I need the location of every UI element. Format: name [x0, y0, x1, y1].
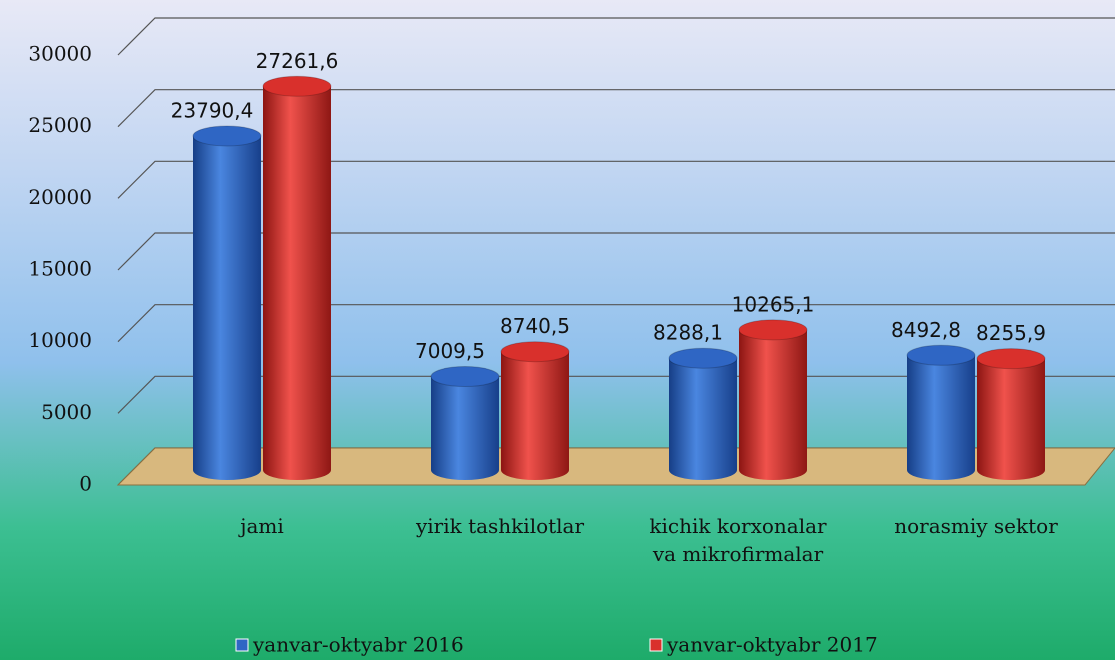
- bar-body: [263, 86, 331, 470]
- legend-swatch: [649, 638, 663, 652]
- bar: [668, 347, 738, 480]
- bar: [192, 125, 262, 480]
- bar-top: [738, 319, 808, 341]
- x-tick-label: yirik tashkilotlar: [415, 514, 585, 538]
- bar-top: [262, 75, 332, 97]
- bar: [738, 319, 808, 480]
- y-tick-label: 25000: [28, 113, 92, 137]
- y-tick-label: 5000: [41, 400, 92, 424]
- bar-top: [906, 344, 976, 366]
- legend-swatch: [235, 638, 249, 652]
- bar-top: [976, 348, 1046, 370]
- legend-label: yanvar-oktyabr 2016: [252, 633, 464, 657]
- grid-line: [117, 232, 1115, 271]
- y-tick-label: 15000: [28, 257, 92, 281]
- bar-body: [977, 358, 1045, 470]
- bar-body: [907, 355, 975, 470]
- bar-top: [192, 125, 262, 147]
- value-label: 27261,6: [256, 49, 339, 73]
- bar-body: [193, 136, 261, 470]
- value-label: 10265,1: [732, 292, 815, 316]
- bar-body: [501, 351, 569, 470]
- y-tick-label: 30000: [28, 42, 92, 66]
- bar-body: [669, 358, 737, 470]
- bar-body: [739, 329, 807, 470]
- bar: [500, 341, 570, 480]
- grid-line: [117, 304, 1115, 343]
- bar: [906, 344, 976, 480]
- grid-line: [117, 89, 1115, 128]
- legend-label: yanvar-oktyabr 2017: [666, 633, 878, 657]
- y-tick-label: 10000: [28, 328, 92, 352]
- value-label: 8492,8: [891, 318, 961, 342]
- bar-body: [431, 376, 499, 470]
- bar: [262, 75, 332, 480]
- value-label: 8255,9: [976, 321, 1046, 345]
- grid-line: [117, 17, 1115, 56]
- bar-top: [668, 347, 738, 369]
- value-label: 23790,4: [171, 99, 254, 123]
- bar-top: [500, 341, 570, 363]
- x-tick-label: kichik korxonalar va mikrofirmalar: [649, 514, 827, 566]
- x-tick-label: jami: [240, 514, 284, 538]
- value-label: 8288,1: [653, 321, 723, 345]
- y-tick-label: 0: [79, 472, 92, 496]
- grid-line: [117, 160, 1115, 199]
- x-tick-label: norasmiy sektor: [894, 514, 1058, 538]
- floor: [116, 447, 1115, 486]
- value-label: 7009,5: [415, 339, 485, 363]
- bar: [976, 348, 1046, 480]
- value-label: 8740,5: [500, 314, 570, 338]
- bar: [430, 366, 500, 480]
- bar-top: [430, 366, 500, 388]
- y-tick-label: 20000: [28, 185, 92, 209]
